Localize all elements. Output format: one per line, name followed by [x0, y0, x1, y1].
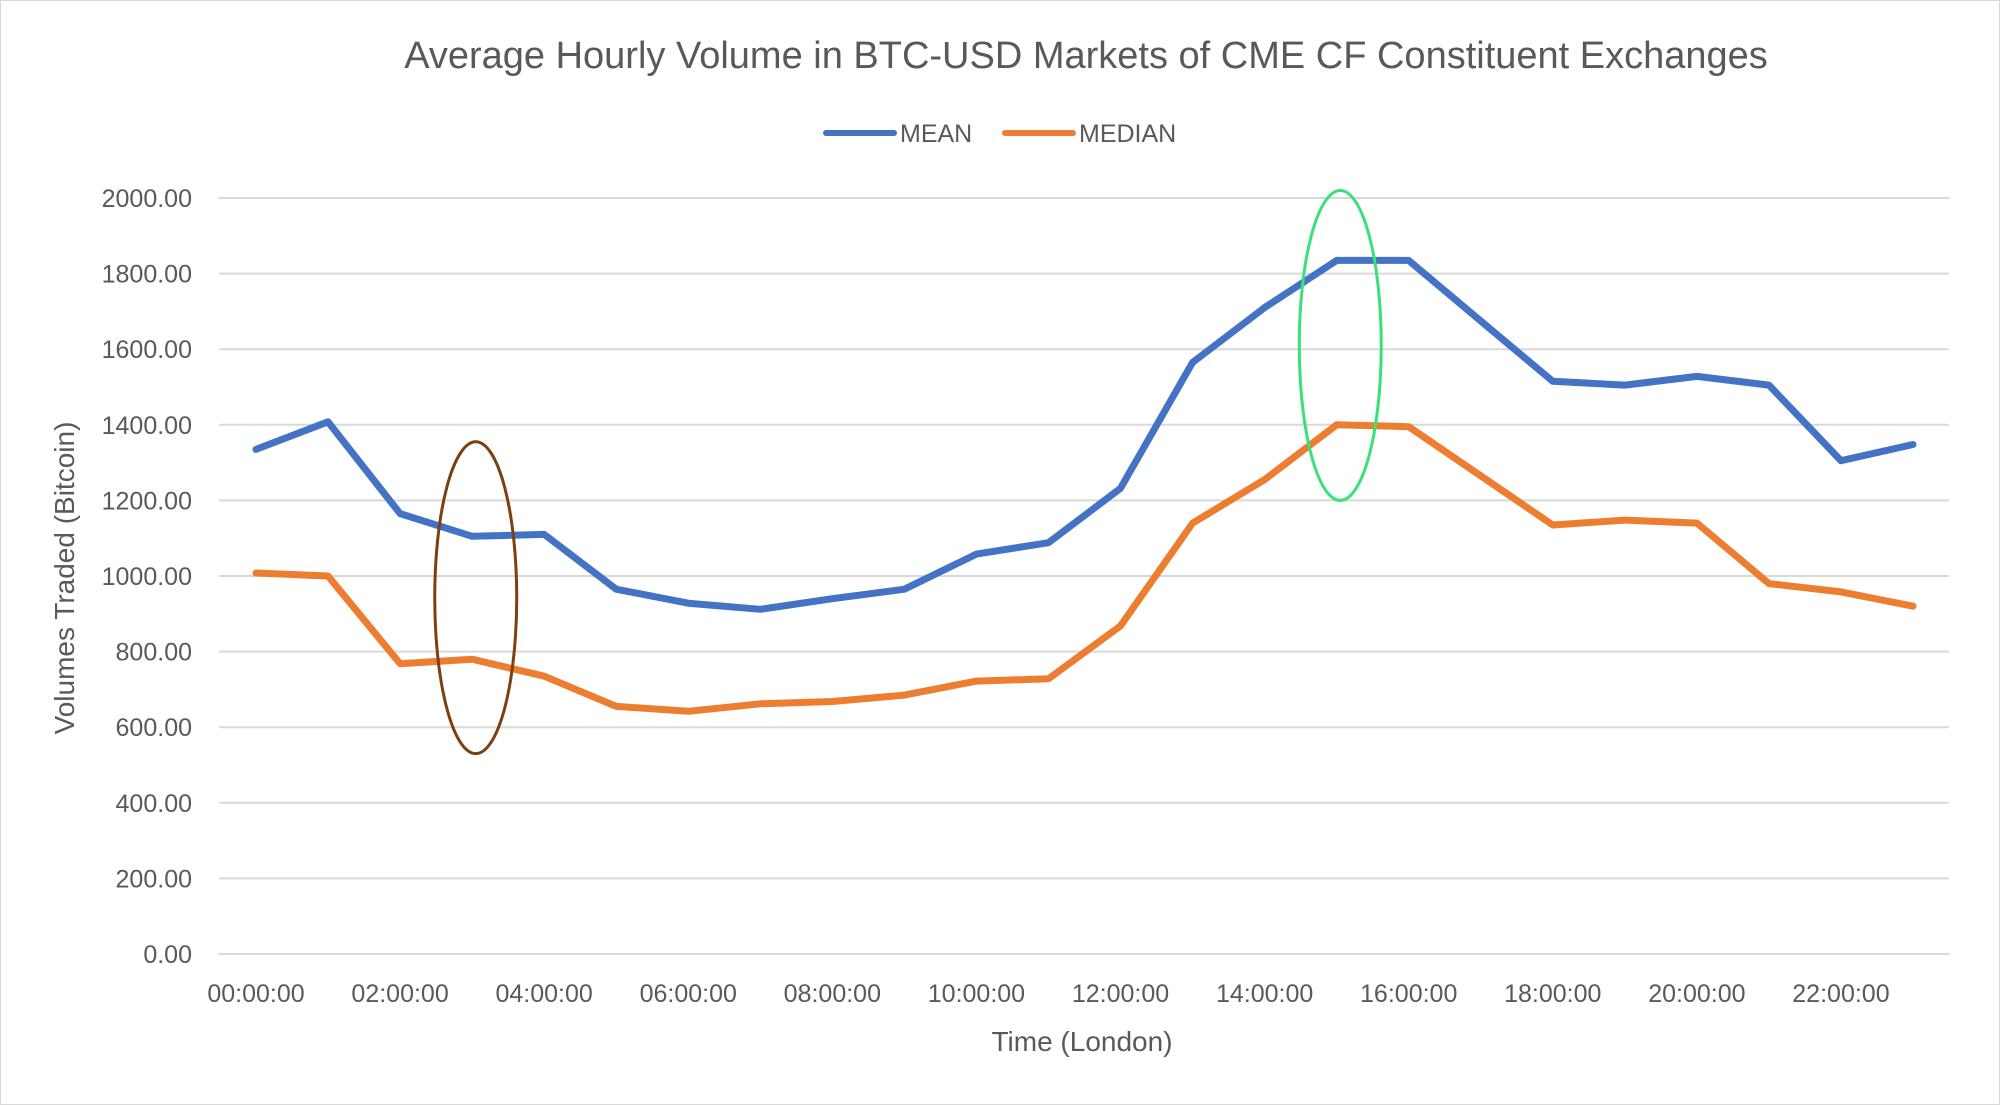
y-tick-label: 2000.00 — [102, 185, 192, 213]
annotation-ellipse-1 — [433, 440, 519, 756]
series-lines — [252, 256, 1917, 715]
y-tick-label: 600.00 — [116, 714, 192, 742]
annotation-ellipse-2 — [1297, 188, 1383, 502]
x-tick-label: 14:00:00 — [1216, 980, 1313, 1008]
x-tick-label: 20:00:00 — [1648, 980, 1745, 1008]
y-tick-label: 1000.00 — [102, 563, 192, 591]
chart-title: Average Hourly Volume in BTC-USD Markets… — [404, 35, 1768, 77]
y-tick-label: 800.00 — [116, 639, 192, 667]
x-tick-label: 06:00:00 — [640, 980, 737, 1008]
gridlines — [219, 197, 1949, 955]
y-tick-label: 200.00 — [116, 865, 192, 893]
legend-label-mean: MEAN — [900, 120, 972, 148]
x-tick-label: 08:00:00 — [784, 980, 881, 1008]
x-tick-label: 02:00:00 — [351, 980, 448, 1008]
y-tick-label: 1200.00 — [102, 487, 192, 515]
legend-label-median: MEDIAN — [1079, 120, 1176, 148]
legend-entry-mean: MEAN — [823, 120, 972, 148]
y-tick-label: 400.00 — [116, 790, 192, 818]
y-tick-label: 1800.00 — [102, 261, 192, 289]
y-tick-label: 1600.00 — [102, 336, 192, 364]
annotations — [433, 188, 1383, 756]
x-tick-label: 00:00:00 — [207, 980, 304, 1008]
y-axis-title: Volumes Traded (Bitcoin) — [49, 422, 80, 735]
x-tick-label: 04:00:00 — [496, 980, 593, 1008]
legend: MEAN MEDIAN — [823, 120, 1176, 148]
y-axis-ticks: 0.00 200.00 400.00 600.00 800.00 1000.00 1200.… — [102, 185, 192, 969]
x-axis-ticks: 00:00:00 02:00:00 04:00:00 06:00:00 08:00:00… — [207, 980, 1889, 1008]
x-axis-title: Time (London) — [991, 1026, 1172, 1057]
x-tick-label: 12:00:00 — [1072, 980, 1169, 1008]
y-tick-label: 1400.00 — [102, 412, 192, 440]
legend-entry-median: MEDIAN — [1002, 120, 1176, 148]
x-tick-label: 22:00:00 — [1792, 980, 1889, 1008]
x-tick-label: 10:00:00 — [928, 980, 1025, 1008]
series-line-mean — [252, 256, 1917, 613]
y-tick-label: 0.00 — [143, 941, 192, 969]
x-tick-label: 16:00:00 — [1360, 980, 1457, 1008]
series-line-median — [252, 421, 1917, 715]
x-tick-label: 18:00:00 — [1504, 980, 1601, 1008]
